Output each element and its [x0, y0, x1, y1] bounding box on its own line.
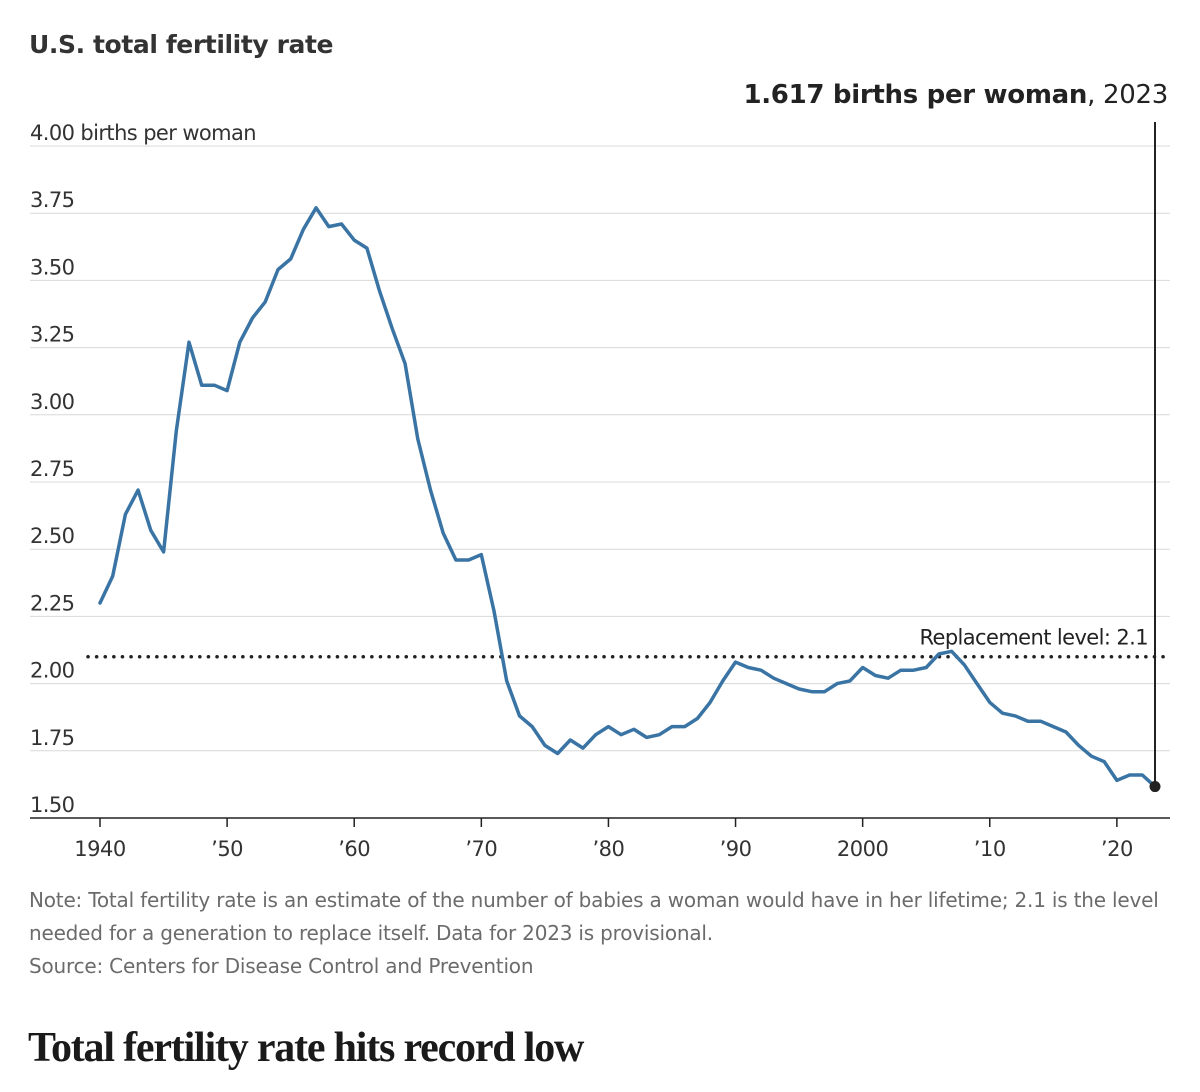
y-tick-label: 1.50 — [30, 793, 74, 817]
y-tick-label: 2.50 — [30, 524, 74, 548]
y-tick-label: 3.50 — [30, 255, 74, 279]
y-tick-label: 2.75 — [30, 457, 74, 481]
y-tick-label: 1.75 — [30, 726, 74, 750]
fertility-rate-line — [98, 206, 1157, 789]
replacement-level-line: Replacement level: 2.1 — [86, 122, 1172, 787]
y-tick-label: 3.75 — [30, 188, 74, 212]
note-text: Note: Total fertility rate is an estimat… — [29, 888, 1159, 945]
x-tick-label: ’10 — [974, 837, 1006, 861]
y-tick-label: 3.25 — [30, 323, 74, 347]
x-tick-label: 2000 — [837, 837, 888, 861]
latest-point-marker — [1149, 781, 1161, 793]
y-tick-label: 2.00 — [30, 659, 74, 683]
replacement-level-label: Replacement level: 2.1 — [919, 626, 1148, 650]
article-headline: Total fertility rate hits record low — [28, 1025, 584, 1071]
latest-marker — [1149, 781, 1161, 793]
latest-value-callout: 1.617 births per woman, 2023 — [743, 80, 1168, 110]
y-tick-label: 2.25 — [30, 591, 74, 615]
chart-note: Note: Total fertility rate is an estimat… — [29, 884, 1179, 983]
x-tick-label: ’60 — [338, 837, 370, 861]
latest-value-label: 1.617 births per woman — [743, 80, 1088, 110]
fertility-line-chart: 4.00 births per woman 3.75 3.50 3.25 3.00 2.7… — [30, 121, 1172, 861]
series — [98, 206, 1157, 789]
x-tick-label: ’20 — [1101, 837, 1133, 861]
chart-title: U.S. total fertility rate — [29, 30, 334, 59]
x-tick-label: 1940 — [74, 837, 125, 861]
x-tick-label: ’90 — [720, 837, 752, 861]
y-tick-label: 4.00 births per woman — [30, 121, 256, 145]
x-tick-label: ’80 — [592, 837, 624, 861]
x-axis: 1940 ’50 ’60 ’70 ’80 ’90 2000 ’10 ’20 — [74, 818, 1133, 861]
x-tick-label: ’70 — [465, 837, 497, 861]
y-tick-label: 3.00 — [30, 390, 74, 414]
y-axis-tick-labels: 4.00 births per woman 3.75 3.50 3.25 3.00 2.7… — [30, 121, 257, 817]
latest-year-label: , 2023 — [1087, 80, 1168, 110]
gridlines — [30, 145, 1170, 819]
source-text: Source: Centers for Disease Control and … — [29, 954, 534, 978]
x-tick-label: ’50 — [211, 837, 243, 861]
